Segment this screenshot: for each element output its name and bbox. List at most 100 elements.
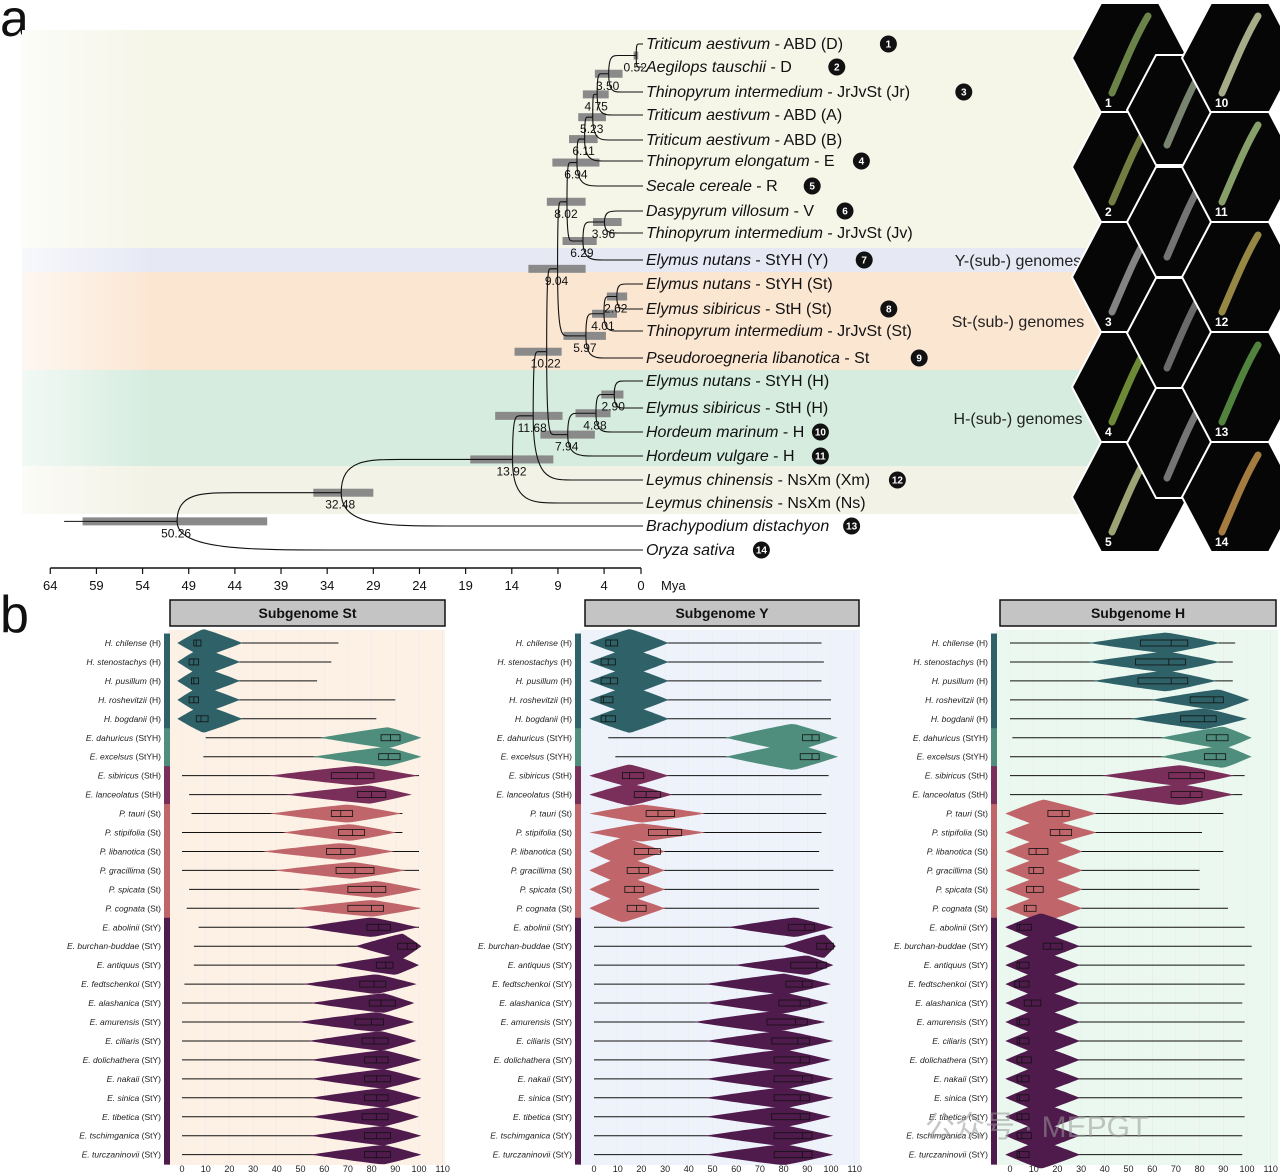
row-label: H. roshevitzii (H) bbox=[509, 695, 572, 705]
row-genome: (StY) bbox=[550, 1036, 572, 1046]
x-tick-label: 90 bbox=[1218, 1164, 1228, 1174]
branch bbox=[557, 201, 567, 269]
row-label: P. spicata (St) bbox=[936, 884, 988, 894]
row-species: E. turczaninovii bbox=[493, 1150, 552, 1160]
tip-species: Thinopyrum intermedium bbox=[646, 225, 823, 242]
group-color-bar bbox=[575, 804, 581, 824]
group-color-bar bbox=[575, 633, 581, 653]
row-genome: (StY) bbox=[966, 1112, 988, 1122]
group-color-bar bbox=[991, 709, 997, 729]
group-color-bar bbox=[164, 1050, 170, 1070]
branch bbox=[616, 283, 643, 297]
iqr-box bbox=[364, 1151, 391, 1159]
row-label: E. sinica (StY) bbox=[518, 1093, 572, 1103]
violin-shape bbox=[705, 992, 829, 1014]
group-color-bar bbox=[164, 974, 170, 995]
violin-shape bbox=[269, 804, 402, 823]
row-species: E. tschimganica bbox=[79, 1131, 139, 1141]
row-label: E. nakaii (StY) bbox=[934, 1074, 989, 1084]
iqr-box bbox=[1137, 677, 1189, 685]
ci-bar bbox=[593, 218, 622, 226]
node-age-label: 9.04 bbox=[545, 274, 569, 288]
row-label: E. excelsus (StYH) bbox=[917, 752, 988, 762]
row-species: P. cognata bbox=[932, 903, 972, 913]
node-age-label: 50.26 bbox=[161, 526, 191, 540]
group-color-bar bbox=[575, 841, 581, 862]
row-species: E. abolinii bbox=[513, 922, 551, 932]
row-species: E. excelsus bbox=[501, 752, 545, 762]
row-genome: (St) bbox=[972, 903, 988, 913]
iqr-box bbox=[773, 1132, 813, 1140]
row-label: P. stipifolia (St) bbox=[105, 828, 161, 838]
row-species: H. chilense bbox=[105, 638, 147, 648]
group-color-bar bbox=[991, 804, 997, 824]
violin-shape bbox=[1005, 1008, 1080, 1036]
spike-image bbox=[1108, 12, 1152, 97]
row-genome: (StY) bbox=[966, 960, 988, 970]
violin-shape bbox=[1005, 837, 1083, 866]
iqr-box bbox=[347, 904, 384, 912]
row-genome: (St) bbox=[145, 809, 161, 819]
iqr-box bbox=[1016, 1132, 1032, 1140]
badge-icon bbox=[910, 349, 928, 367]
row-genome: (StH) bbox=[139, 771, 161, 781]
tip-species: Elymus nutans bbox=[646, 373, 751, 390]
facet-strip bbox=[999, 599, 1277, 627]
tip-species: Oryza sativa bbox=[646, 542, 735, 559]
row-species: H. roshevitzii bbox=[509, 695, 559, 705]
row-label: E. burchan-buddae (StY) bbox=[894, 941, 988, 951]
row-genome: (StH) bbox=[139, 790, 161, 800]
violin-shape bbox=[589, 629, 669, 657]
spike-image bbox=[1218, 451, 1262, 536]
row-genome: (StYH) bbox=[544, 733, 572, 743]
branch bbox=[584, 139, 643, 162]
branch bbox=[585, 335, 643, 359]
spike-image bbox=[1218, 231, 1262, 316]
x-tick-label: 50 bbox=[1123, 1164, 1133, 1174]
row-label: P. gracillima (St) bbox=[100, 865, 161, 875]
x-tick-label: 70 bbox=[1171, 1164, 1181, 1174]
row-label: E. alashanica (StY) bbox=[499, 998, 572, 1008]
violin-shape bbox=[589, 648, 669, 676]
row-genome: (H) bbox=[558, 638, 572, 648]
tip-label: Dasypyrum villosum - V bbox=[646, 203, 814, 220]
badge-icon bbox=[843, 517, 861, 535]
x-tick-label: 100 bbox=[411, 1164, 426, 1174]
branch bbox=[576, 162, 643, 187]
axis-tick-label: 59 bbox=[89, 578, 103, 593]
tip-label: Elymus nutans - StYH (H) bbox=[646, 373, 829, 390]
branch bbox=[582, 240, 643, 261]
axis-tick-label: 4 bbox=[600, 578, 607, 593]
row-species: E. nakaii bbox=[934, 1074, 968, 1084]
tip-label: Secale cereale - R bbox=[646, 178, 778, 195]
violin-panel-st: Subgenome StH. chilense (H)H. stenostach… bbox=[67, 599, 450, 1174]
node-age-label: 0.52 bbox=[624, 61, 648, 75]
row-genome: (St) bbox=[556, 846, 572, 856]
row-genome: (H) bbox=[558, 657, 572, 667]
row-species: E. amurensis bbox=[501, 1017, 551, 1027]
row-species: P. libanotica bbox=[511, 846, 556, 856]
violin-shape bbox=[1005, 1027, 1080, 1055]
violin-shape bbox=[1088, 632, 1220, 654]
row-label: E. dahuricus (StYH) bbox=[497, 733, 572, 743]
branch bbox=[566, 201, 583, 242]
badge-icon bbox=[879, 35, 897, 53]
badge-number: 8 bbox=[886, 305, 892, 316]
violin-shape bbox=[705, 1049, 831, 1071]
row-species: E. burchan-buddae bbox=[67, 941, 140, 951]
row-label: E. lanceolatus (StH) bbox=[912, 790, 988, 800]
row-label: E. fedtschenkoi (StY) bbox=[81, 979, 161, 989]
x-tick-label: 30 bbox=[1076, 1164, 1086, 1174]
tip-genome: - NsXm (Xm) bbox=[773, 472, 870, 489]
x-tick-label: 90 bbox=[390, 1164, 400, 1174]
tip-species: Aegilops tauschii bbox=[645, 59, 767, 76]
row-genome: (StYH) bbox=[133, 752, 161, 762]
row-genome: (StY) bbox=[139, 1017, 161, 1027]
axis-tick-label: 64 bbox=[43, 578, 57, 593]
branch bbox=[582, 221, 605, 242]
violin-shape bbox=[310, 993, 415, 1013]
iqr-box bbox=[1016, 1094, 1030, 1102]
axis-title: Mya bbox=[661, 578, 686, 593]
photo-number: 3 bbox=[1105, 315, 1112, 329]
node-age-label: 2.62 bbox=[604, 302, 628, 316]
